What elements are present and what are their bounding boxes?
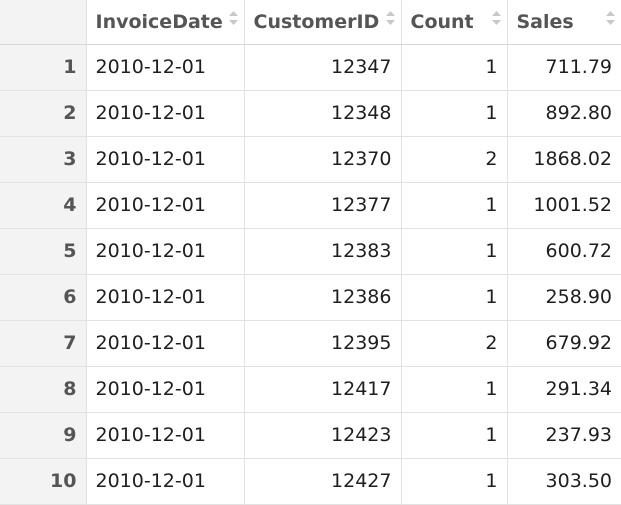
cell-invoicedate: 2010-12-01: [86, 366, 245, 413]
cell-sales: 1001.52: [507, 182, 621, 229]
column-header-invoicedate[interactable]: InvoiceDate: [86, 0, 245, 45]
cell-sales: 600.72: [507, 228, 621, 275]
sort-arrows-icon[interactable]: [491, 11, 501, 25]
sort-arrows-icon[interactable]: [385, 11, 395, 25]
row-index: 1: [0, 44, 87, 91]
row-index: 4: [0, 182, 87, 229]
cell-customerid: 12370: [244, 136, 402, 183]
cell-customerid: 12383: [244, 228, 402, 275]
cell-customerid: 12386: [244, 274, 402, 321]
column-header-label: CustomerID: [253, 10, 380, 33]
row-index: 6: [0, 274, 87, 321]
table-row: 6 2010-12-01 12386 1 258.90: [0, 274, 621, 321]
cell-count: 1: [401, 458, 508, 505]
table-row: 8 2010-12-01 12417 1 291.34: [0, 366, 621, 413]
column-header-count[interactable]: Count: [401, 0, 508, 45]
cell-invoicedate: 2010-12-01: [86, 274, 245, 321]
cell-invoicedate: 2010-12-01: [86, 228, 245, 275]
cell-invoicedate: 2010-12-01: [86, 44, 245, 91]
table-row: 1 2010-12-01 12347 1 711.79: [0, 44, 621, 91]
sort-arrows-icon[interactable]: [606, 11, 615, 25]
row-index: 9: [0, 412, 87, 459]
cell-invoicedate: 2010-12-01: [86, 90, 245, 137]
cell-count: 1: [401, 228, 508, 275]
cell-invoicedate: 2010-12-01: [86, 320, 245, 367]
column-header-label: Count: [410, 10, 474, 33]
cell-sales: 679.92: [507, 320, 621, 367]
cell-sales: 1868.02: [507, 136, 621, 183]
row-index: 3: [0, 136, 87, 183]
column-header-sales[interactable]: Sales: [507, 0, 621, 45]
table-row: 9 2010-12-01 12423 1 237.93: [0, 412, 621, 459]
column-header-customerid[interactable]: CustomerID: [244, 0, 402, 45]
cell-customerid: 12427: [244, 458, 402, 505]
header-row: InvoiceDate CustomerID Count Sales: [0, 0, 621, 45]
cell-count: 1: [401, 44, 508, 91]
cell-customerid: 12347: [244, 44, 402, 91]
sort-arrows-icon[interactable]: [228, 11, 238, 25]
cell-sales: 258.90: [507, 274, 621, 321]
cell-count: 2: [401, 136, 508, 183]
cell-customerid: 12423: [244, 412, 402, 459]
cell-sales: 291.34: [507, 366, 621, 413]
table-row: 10 2010-12-01 12427 1 303.50: [0, 458, 621, 505]
row-index: 8: [0, 366, 87, 413]
table-row: 2 2010-12-01 12348 1 892.80: [0, 90, 621, 137]
cell-count: 1: [401, 274, 508, 321]
row-index: 10: [0, 458, 87, 505]
column-header-label: InvoiceDate: [95, 10, 223, 33]
cell-count: 1: [401, 366, 508, 413]
cell-customerid: 12348: [244, 90, 402, 137]
row-index: 2: [0, 90, 87, 137]
cell-sales: 303.50: [507, 458, 621, 505]
cell-count: 1: [401, 90, 508, 137]
cell-count: 2: [401, 320, 508, 367]
cell-customerid: 12395: [244, 320, 402, 367]
cell-sales: 892.80: [507, 90, 621, 137]
cell-customerid: 12377: [244, 182, 402, 229]
table-header: InvoiceDate CustomerID Count Sales: [0, 0, 621, 45]
cell-invoicedate: 2010-12-01: [86, 458, 245, 505]
table-body: 1 2010-12-01 12347 1 711.79 2 2010-12-01…: [0, 44, 621, 505]
cell-sales: 711.79: [507, 44, 621, 91]
table-row: 5 2010-12-01 12383 1 600.72: [0, 228, 621, 275]
cell-customerid: 12417: [244, 366, 402, 413]
cell-count: 1: [401, 412, 508, 459]
cell-sales: 237.93: [507, 412, 621, 459]
row-index: 7: [0, 320, 87, 367]
cell-invoicedate: 2010-12-01: [86, 182, 245, 229]
cell-count: 1: [401, 182, 508, 229]
column-header-label: Sales: [516, 10, 574, 33]
cell-invoicedate: 2010-12-01: [86, 412, 245, 459]
table-row: 3 2010-12-01 12370 2 1868.02: [0, 136, 621, 183]
table-row: 7 2010-12-01 12395 2 679.92: [0, 320, 621, 367]
cell-invoicedate: 2010-12-01: [86, 136, 245, 183]
row-index: 5: [0, 228, 87, 275]
column-header-index: [0, 0, 87, 45]
table-row: 4 2010-12-01 12377 1 1001.52: [0, 182, 621, 229]
